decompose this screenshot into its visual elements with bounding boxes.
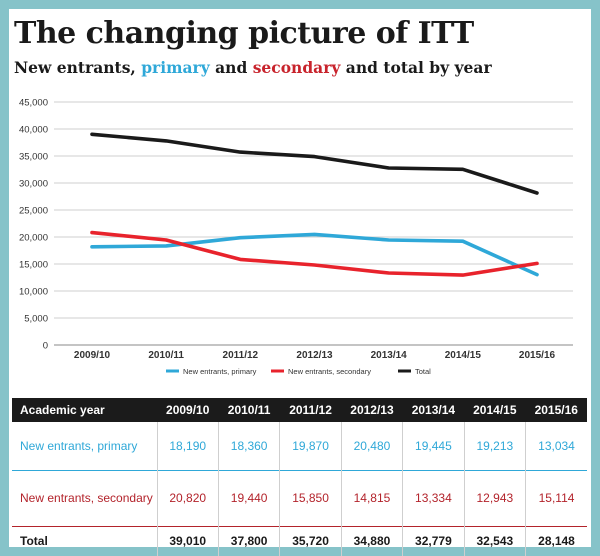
series-line [90,132,539,195]
y-tick-label: 30,000 [19,179,48,190]
table-row-primary: New entrants, primary 18,190 18,360 19,8… [12,422,587,470]
series-line [90,232,539,277]
subtitle-text: New entrants, [14,58,142,77]
table-cell: 19,445 [402,422,465,470]
page-title: The changing picture of ITT [14,16,474,51]
row-label: New entrants, secondary [20,491,153,505]
y-tick-label: 15,000 [19,260,48,271]
table-row-total: Total 39,010 37,800 35,720 34,880 32,779… [12,526,587,556]
subtitle-secondary: secondary [252,58,341,77]
table-header-cell: 2009/10 [166,403,210,417]
table-cell: 18,360 [217,422,280,470]
data-table: Academic year 2009/10 2010/11 2011/12 20… [12,398,587,556]
table-header-cell: Academic year [20,403,105,417]
x-tick-label: 2009/10 [74,350,111,361]
table-cell: 37,800 [217,526,280,556]
page-subtitle: New entrants, primary and secondary and … [14,58,492,77]
table-row-secondary: New entrants, secondary 20,820 19,440 15… [12,470,587,526]
table-header-cell: 2014/15 [473,403,517,417]
table-cell: 20,480 [340,422,403,470]
table-header-row: Academic year 2009/10 2010/11 2011/12 20… [12,398,587,422]
subtitle-text: and total by year [340,58,492,77]
table-cell: 32,543 [463,526,526,556]
x-tick-label: 2010/11 [148,350,184,361]
y-tick-label: 5,000 [24,314,48,325]
table-cell: 15,850 [279,470,342,526]
table-cell: 19,870 [279,422,342,470]
y-tick-label: 10,000 [19,287,48,298]
x-tick-label: 2012/13 [296,350,333,361]
legend-label: Total [415,367,431,376]
table-cell: 12,943 [463,470,526,526]
table-cell: 34,880 [340,526,403,556]
y-tick-label: 25,000 [19,206,48,217]
table-cell: 18,190 [156,422,219,470]
table-cell: 15,114 [525,470,587,526]
legend-label: New entrants, primary [183,367,257,376]
y-tick-label: 45,000 [19,98,48,109]
row-label: Total [20,534,48,549]
table-header-cell: 2013/14 [411,403,456,417]
table-cell: 35,720 [279,526,342,556]
x-tick-label: 2015/16 [519,350,556,361]
table-cell: 13,034 [525,422,587,470]
x-tick-label: 2014/15 [445,350,482,361]
table-cell: 39,010 [156,526,219,556]
line-chart: 0 5,000 10,000 15,000 20,000 25,000 30,000 35,0… [19,98,573,376]
table-header-cell: 2012/13 [350,403,394,417]
table-cell: 28,148 [525,526,587,556]
row-label: New entrants, primary [20,438,138,453]
y-tick-label: 40,000 [19,125,48,136]
subtitle-primary: primary [141,58,210,77]
legend-label: New entrants, secondary [288,367,371,376]
table-header-cell: 2010/11 [227,403,271,417]
table-cell: 13,334 [402,470,465,526]
table-cell: 14,815 [340,470,403,526]
table-header-cell: 2015/16 [534,403,578,417]
y-tick-label: 20,000 [19,233,48,244]
y-tick-label: 35,000 [19,152,48,163]
subtitle-text: and [209,58,253,77]
x-tick-label: 2011/12 [223,350,259,361]
x-tick-label: 2013/14 [371,350,408,361]
y-tick-label: 0 [43,341,48,352]
table-cell: 19,440 [217,470,280,526]
table-cell: 19,213 [463,422,526,470]
table-cell: 20,820 [156,470,219,526]
series-line [90,230,539,277]
table-header-cell: 2011/12 [289,403,332,417]
table-cell: 32,779 [402,526,465,556]
